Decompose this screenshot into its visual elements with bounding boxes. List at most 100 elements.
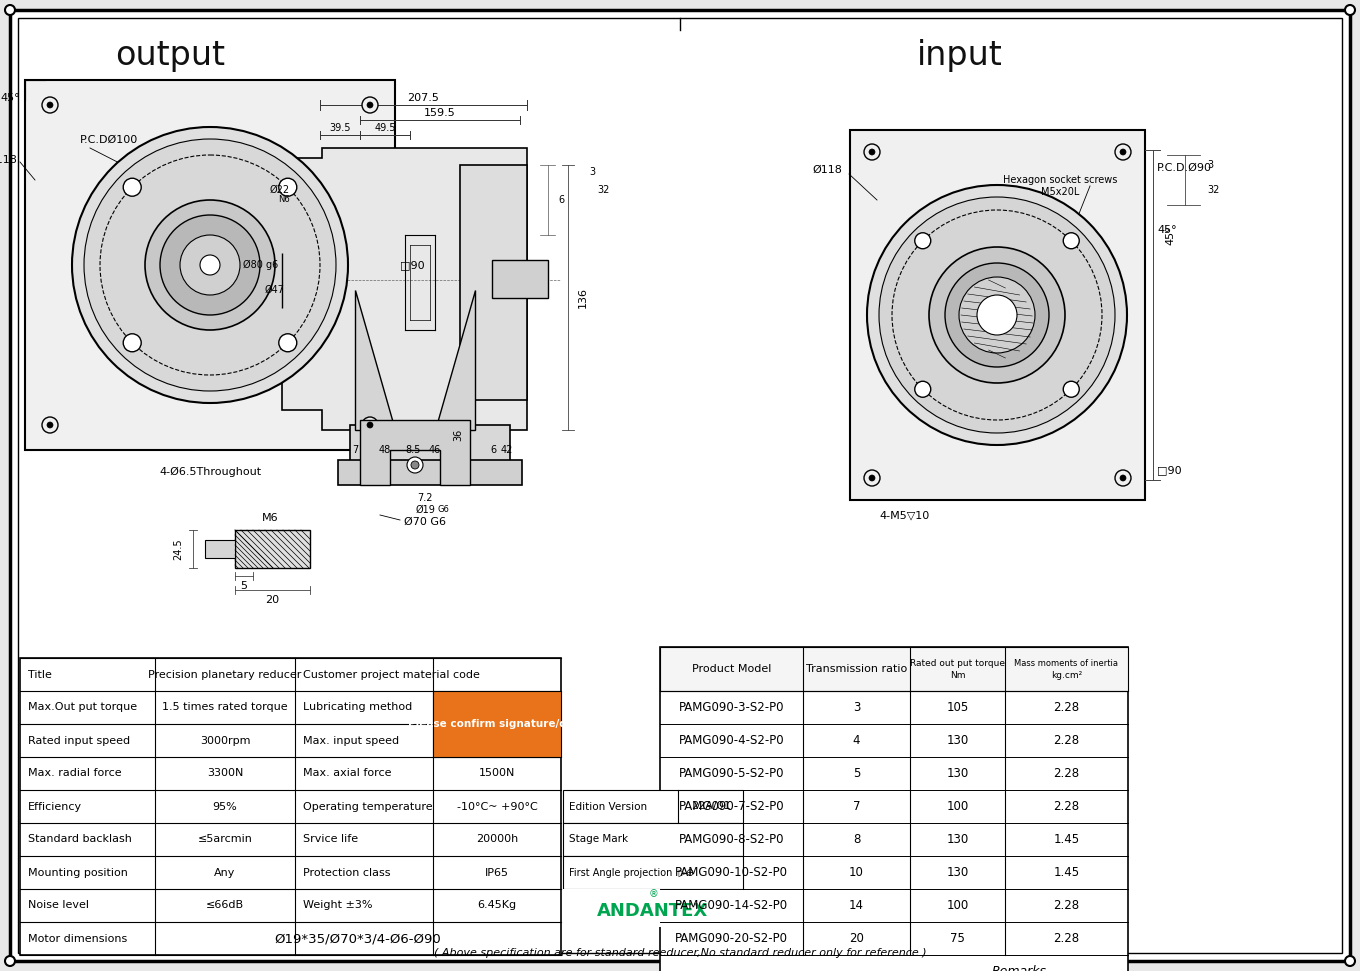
Text: Product Model: Product Model (692, 664, 771, 674)
Text: PAMG090-8-S2-P0: PAMG090-8-S2-P0 (679, 833, 785, 846)
Text: 22A/01: 22A/01 (691, 801, 730, 812)
Text: 2.28: 2.28 (1054, 734, 1080, 747)
Circle shape (362, 417, 378, 433)
Text: Max. input speed: Max. input speed (303, 735, 398, 746)
Text: Rated out put torque: Rated out put torque (910, 658, 1005, 667)
Circle shape (1121, 475, 1126, 481)
Text: 5: 5 (241, 581, 248, 591)
Text: 105: 105 (947, 701, 968, 714)
Text: 2.28: 2.28 (1054, 899, 1080, 912)
Circle shape (42, 417, 58, 433)
Text: kg.cm²: kg.cm² (1051, 671, 1083, 680)
Bar (339, 460, 522, 485)
Text: Mounting position: Mounting position (29, 867, 128, 878)
Text: Please confirm signature/date: Please confirm signature/date (408, 719, 586, 729)
Text: Weight ±3%: Weight ±3% (303, 900, 373, 911)
Text: Hexagon socket screws: Hexagon socket screws (1002, 175, 1117, 185)
Bar (350, 425, 510, 465)
Text: 1.5 times rated torque: 1.5 times rated torque (162, 702, 288, 713)
Text: 32: 32 (598, 185, 611, 195)
Text: Ø70 G6: Ø70 G6 (404, 517, 446, 527)
Circle shape (279, 334, 296, 352)
Text: Ø118: Ø118 (0, 155, 16, 165)
Circle shape (5, 5, 15, 15)
Circle shape (367, 422, 373, 428)
Text: 36: 36 (453, 429, 462, 441)
Text: Ø80 g6: Ø80 g6 (242, 260, 277, 270)
Circle shape (868, 185, 1127, 445)
Text: P.C.D.Ø90: P.C.D.Ø90 (1157, 163, 1212, 173)
Text: M6: M6 (261, 513, 279, 523)
Bar (660, 647, 1127, 971)
Circle shape (124, 334, 141, 352)
Text: N6: N6 (279, 195, 290, 205)
Circle shape (1345, 956, 1355, 966)
Bar (563, 889, 743, 927)
Polygon shape (355, 290, 394, 430)
Text: ( Above specification are for standard reeducer,No standard reducer only for ref: ( Above specification are for standard r… (434, 948, 926, 958)
Circle shape (5, 956, 15, 966)
Circle shape (200, 255, 220, 275)
Text: -10°C~ +90°C: -10°C~ +90°C (457, 801, 537, 812)
Bar (563, 790, 743, 823)
Circle shape (869, 475, 874, 481)
Text: ≤5arcmin: ≤5arcmin (197, 834, 253, 845)
Polygon shape (360, 420, 471, 485)
Text: 95%: 95% (212, 801, 238, 812)
Text: 136: 136 (578, 286, 588, 308)
Circle shape (279, 179, 296, 196)
Text: Max.Out put torque: Max.Out put torque (29, 702, 137, 713)
Text: 20: 20 (265, 595, 279, 605)
Text: 49.5: 49.5 (374, 123, 396, 133)
Text: PAMG090-4-S2-P0: PAMG090-4-S2-P0 (679, 734, 785, 747)
Text: 7: 7 (853, 800, 861, 813)
Text: 130: 130 (947, 734, 968, 747)
Circle shape (1121, 149, 1126, 155)
Text: 3: 3 (853, 701, 860, 714)
Text: 8: 8 (853, 833, 860, 846)
Text: Ø19: Ø19 (415, 505, 435, 515)
Text: Precision planetary reducer: Precision planetary reducer (148, 669, 302, 680)
Text: Rated input speed: Rated input speed (29, 735, 131, 746)
Text: 14: 14 (849, 899, 864, 912)
Text: 6.45Kg: 6.45Kg (477, 900, 517, 911)
Text: 7: 7 (352, 445, 358, 455)
Text: 24.5: 24.5 (173, 538, 184, 560)
Text: 2.28: 2.28 (1054, 701, 1080, 714)
Text: Noise level: Noise level (29, 900, 88, 911)
Circle shape (124, 179, 141, 196)
Circle shape (367, 102, 373, 108)
Text: 2.28: 2.28 (1054, 767, 1080, 780)
Circle shape (146, 200, 275, 330)
Text: output: output (116, 39, 224, 72)
Text: G6: G6 (437, 506, 449, 515)
Text: 45°: 45° (0, 93, 20, 103)
Circle shape (945, 263, 1049, 367)
Circle shape (362, 97, 378, 113)
Text: PAMG090-7-S2-P0: PAMG090-7-S2-P0 (679, 800, 785, 813)
Bar (563, 856, 743, 889)
Text: 10: 10 (849, 866, 864, 879)
Text: PAMG090-5-S2-P0: PAMG090-5-S2-P0 (679, 767, 785, 780)
Circle shape (864, 144, 880, 160)
Circle shape (1064, 233, 1080, 249)
Bar (24, 80, 394, 450)
Text: 20000h: 20000h (476, 834, 518, 845)
Bar (20, 658, 560, 955)
Text: input: input (917, 39, 1002, 72)
Text: □90: □90 (400, 260, 424, 270)
Text: 32: 32 (1208, 185, 1220, 195)
Text: ANDANTEX: ANDANTEX (597, 902, 709, 920)
Text: 6: 6 (490, 445, 496, 455)
Text: Ø47: Ø47 (265, 285, 286, 295)
Text: PAMG090-20-S2-P0: PAMG090-20-S2-P0 (675, 932, 787, 945)
Text: Srvice life: Srvice life (303, 834, 358, 845)
Text: Motor dimensions: Motor dimensions (29, 933, 128, 944)
Circle shape (1115, 470, 1132, 486)
Text: Nm: Nm (949, 671, 966, 680)
Text: Title: Title (29, 669, 52, 680)
Circle shape (959, 277, 1035, 353)
Bar (235, 530, 310, 568)
Bar (492, 260, 548, 298)
Circle shape (915, 382, 930, 397)
